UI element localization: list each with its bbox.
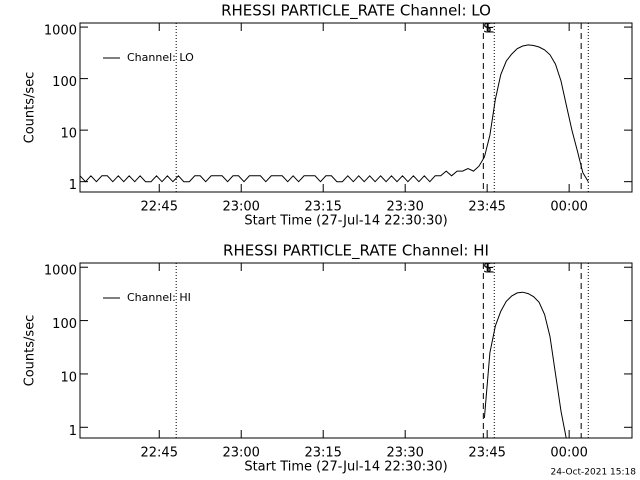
y-tick-label: 10 bbox=[60, 127, 77, 142]
y-tick-label: 100 bbox=[52, 75, 77, 90]
y-tick-label: 10 bbox=[60, 370, 77, 385]
x-tick-label: 23:30 bbox=[386, 446, 423, 461]
y-tick-label: 100 bbox=[52, 317, 77, 332]
y-tick-label: 1000 bbox=[44, 264, 77, 279]
x-tick-label: 00:00 bbox=[550, 200, 587, 215]
series-line bbox=[80, 44, 589, 183]
chart-title: RHESSI PARTICLE_RATE Channel: LO bbox=[221, 2, 491, 21]
y-tick-label: 1 bbox=[69, 178, 77, 193]
x-tick-label: 22:45 bbox=[141, 446, 178, 461]
footer: 24-Oct-2021 15:18 bbox=[551, 468, 637, 478]
annotation: S bbox=[483, 22, 491, 37]
y-axis-label: Counts/sec bbox=[23, 315, 38, 387]
x-tick-label: 22:45 bbox=[141, 200, 178, 215]
plot-frame bbox=[79, 22, 633, 193]
x-axis-label: Start Time (27-Jul-14 22:30:30) bbox=[244, 460, 447, 475]
x-tick-label: 23:30 bbox=[386, 200, 423, 215]
legend-label: Channel: HI bbox=[127, 291, 191, 304]
y-tick-label: 1 bbox=[69, 424, 77, 439]
annotation: E bbox=[486, 262, 494, 277]
y-axis-label: Counts/sec bbox=[23, 72, 38, 144]
x-tick-label: 23:45 bbox=[468, 200, 505, 215]
plot-frame bbox=[79, 262, 633, 439]
chart-title: RHESSI PARTICLE_RATE Channel: HI bbox=[223, 242, 489, 261]
annotation: S bbox=[483, 262, 491, 277]
annotation: E bbox=[486, 22, 494, 37]
x-tick-label: 23:15 bbox=[304, 446, 341, 461]
y-tick-label: 1000 bbox=[44, 24, 77, 39]
series-line bbox=[483, 291, 567, 438]
x-tick-label: 23:45 bbox=[468, 446, 505, 461]
x-tick-label: 23:00 bbox=[222, 446, 259, 461]
x-tick-label: 00:00 bbox=[550, 446, 587, 461]
x-tick-label: 23:00 bbox=[222, 200, 259, 215]
x-tick-label: 23:15 bbox=[304, 200, 341, 215]
x-axis-label: Start Time (27-Jul-14 22:30:30) bbox=[244, 214, 447, 229]
legend-label: Channel: LO bbox=[127, 51, 194, 64]
